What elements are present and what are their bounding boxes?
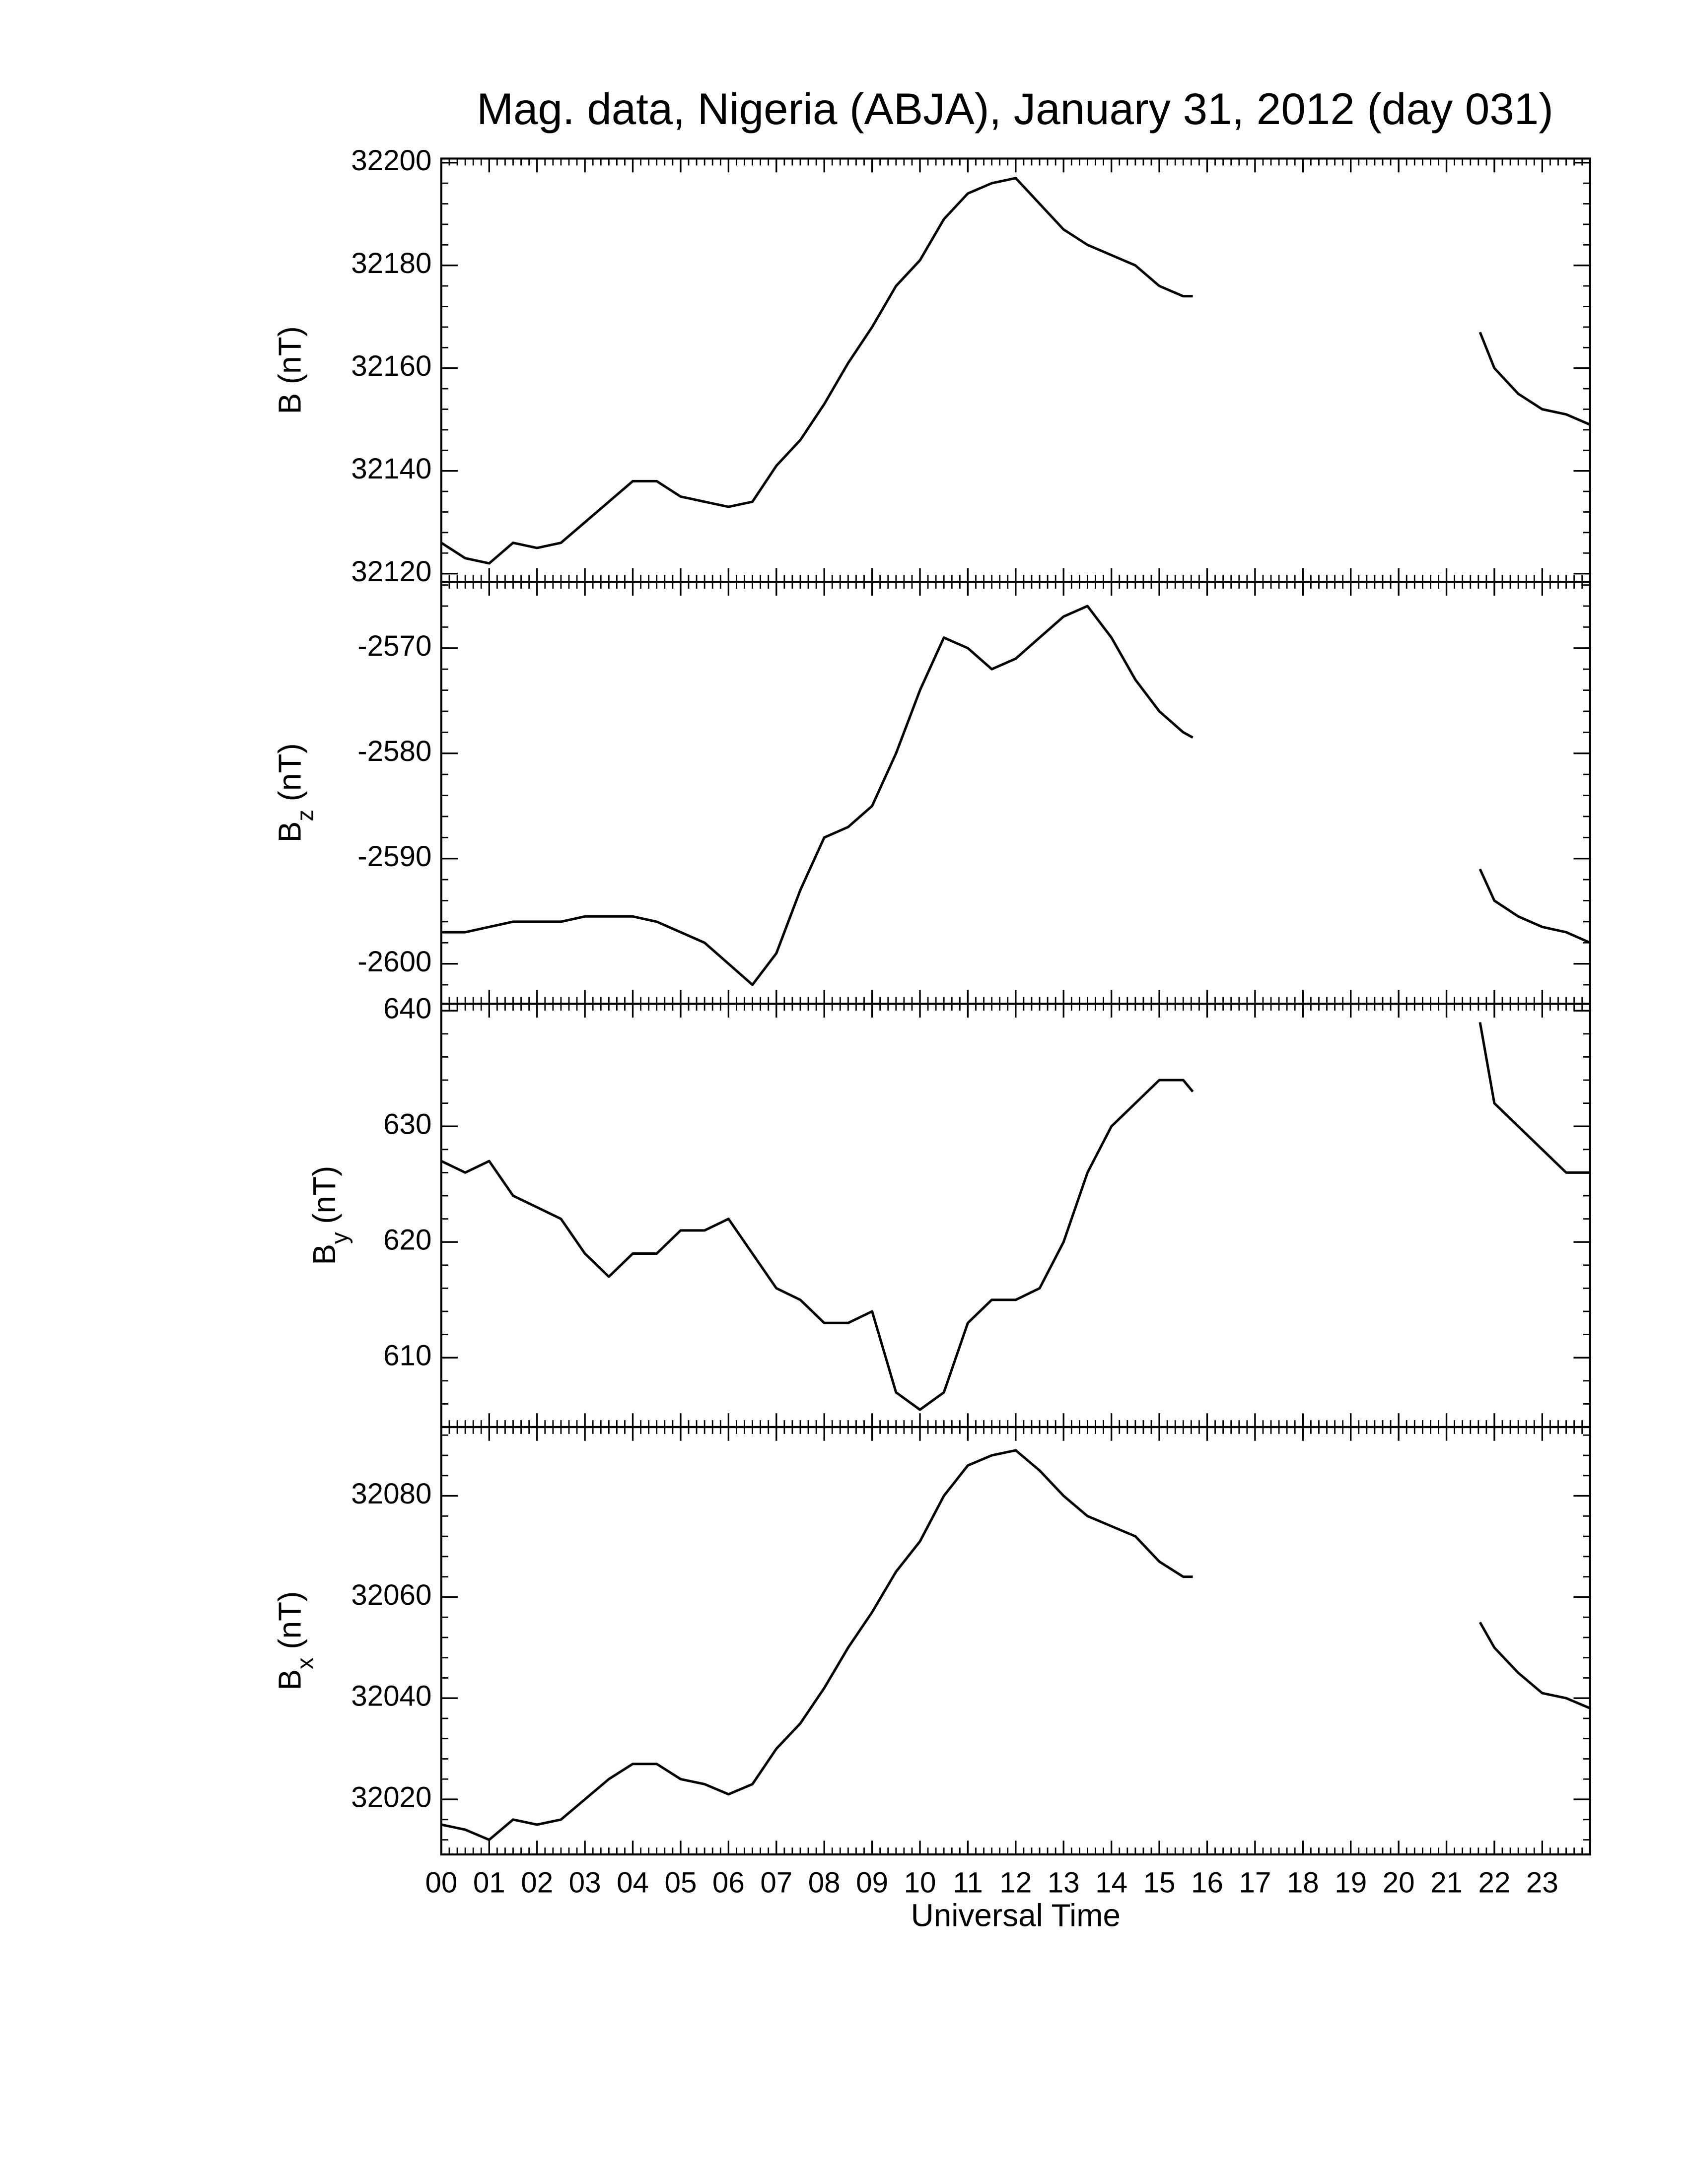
x-tick-label: 03 <box>569 1867 601 1899</box>
x-tick-label: 05 <box>665 1867 697 1899</box>
x-tick-label: 22 <box>1478 1867 1511 1899</box>
x-tick-label: 15 <box>1143 1867 1176 1899</box>
x-tick-label: 19 <box>1335 1867 1367 1899</box>
y-tick-label: -2570 <box>357 630 431 662</box>
y-tick-label: 630 <box>383 1108 431 1141</box>
plot-frame <box>440 581 1591 1005</box>
x-tick-label: 01 <box>473 1867 505 1899</box>
y-tick-label: 32180 <box>351 247 431 279</box>
x-tick-label: 00 <box>425 1867 457 1899</box>
data-line <box>441 605 1591 986</box>
y-axis-label: By (nT) <box>306 1166 353 1265</box>
x-tick-label: 13 <box>1048 1867 1080 1899</box>
y-axis-label: B (nT) <box>272 326 308 414</box>
y-tick-label: 32060 <box>351 1579 431 1611</box>
data-line <box>441 1449 1591 1842</box>
y-axis-label-main: B <box>272 1669 308 1691</box>
y-tick-label: 32020 <box>351 1781 431 1813</box>
data-line <box>440 1022 1590 1411</box>
y-axis-label-sub: x <box>292 1657 319 1669</box>
x-axis-label: Universal Time <box>911 1898 1121 1933</box>
x-tick-label: 06 <box>712 1867 745 1899</box>
y-tick-label: 32140 <box>351 453 431 485</box>
y-axis-label-unit: (nT) <box>306 1166 342 1224</box>
y-tick-label: -2600 <box>357 946 431 978</box>
x-tick-label: 07 <box>760 1867 792 1899</box>
y-axis-label-main: B <box>272 821 308 843</box>
y-axis-label: Bx (nT) <box>272 1591 319 1691</box>
y-axis-label-main: B <box>306 1244 342 1265</box>
x-tick-label: 16 <box>1191 1867 1223 1899</box>
data-line <box>440 177 1591 565</box>
x-tick-label: 10 <box>904 1867 936 1899</box>
x-tick-label: 12 <box>999 1867 1032 1899</box>
y-tick-label: 640 <box>383 993 431 1025</box>
x-tick-label: 20 <box>1383 1867 1415 1899</box>
x-tick-label: 21 <box>1430 1867 1463 1899</box>
y-axis-label-unit: (nT) <box>272 743 308 801</box>
x-tick-label: 14 <box>1095 1867 1127 1899</box>
y-tick-label: 610 <box>383 1340 431 1372</box>
y-tick-label: -2590 <box>357 840 431 873</box>
y-tick-label: -2580 <box>357 735 431 767</box>
plot-frame <box>440 1003 1591 1429</box>
y-tick-label: 32080 <box>351 1478 431 1510</box>
x-tick-label: 23 <box>1526 1867 1558 1899</box>
x-tick-label: 18 <box>1287 1867 1319 1899</box>
y-axis-label-unit: (nT) <box>272 1591 308 1649</box>
y-tick-label: 32200 <box>351 144 431 177</box>
x-tick-label: 08 <box>808 1867 841 1899</box>
x-tick-label: 09 <box>856 1867 888 1899</box>
plot-frame <box>440 1426 1591 1856</box>
x-tick-label: 04 <box>617 1867 649 1899</box>
x-tick-label: 02 <box>521 1867 553 1899</box>
y-axis-label-sub: y <box>327 1232 353 1244</box>
y-axis-label: Bz (nT) <box>272 743 319 842</box>
y-axis-label-sub: z <box>292 810 319 821</box>
y-tick-label: 32120 <box>351 555 431 588</box>
x-tick-label: 11 <box>953 1867 983 1899</box>
y-tick-label: 32160 <box>351 350 431 382</box>
y-tick-label: 32040 <box>351 1680 431 1712</box>
plot-frame <box>440 157 1591 583</box>
chart-title: Mag. data, Nigeria (ABJA), January 31, 2… <box>477 84 1553 134</box>
y-tick-label: 620 <box>383 1224 431 1256</box>
x-tick-label: 17 <box>1239 1867 1271 1899</box>
